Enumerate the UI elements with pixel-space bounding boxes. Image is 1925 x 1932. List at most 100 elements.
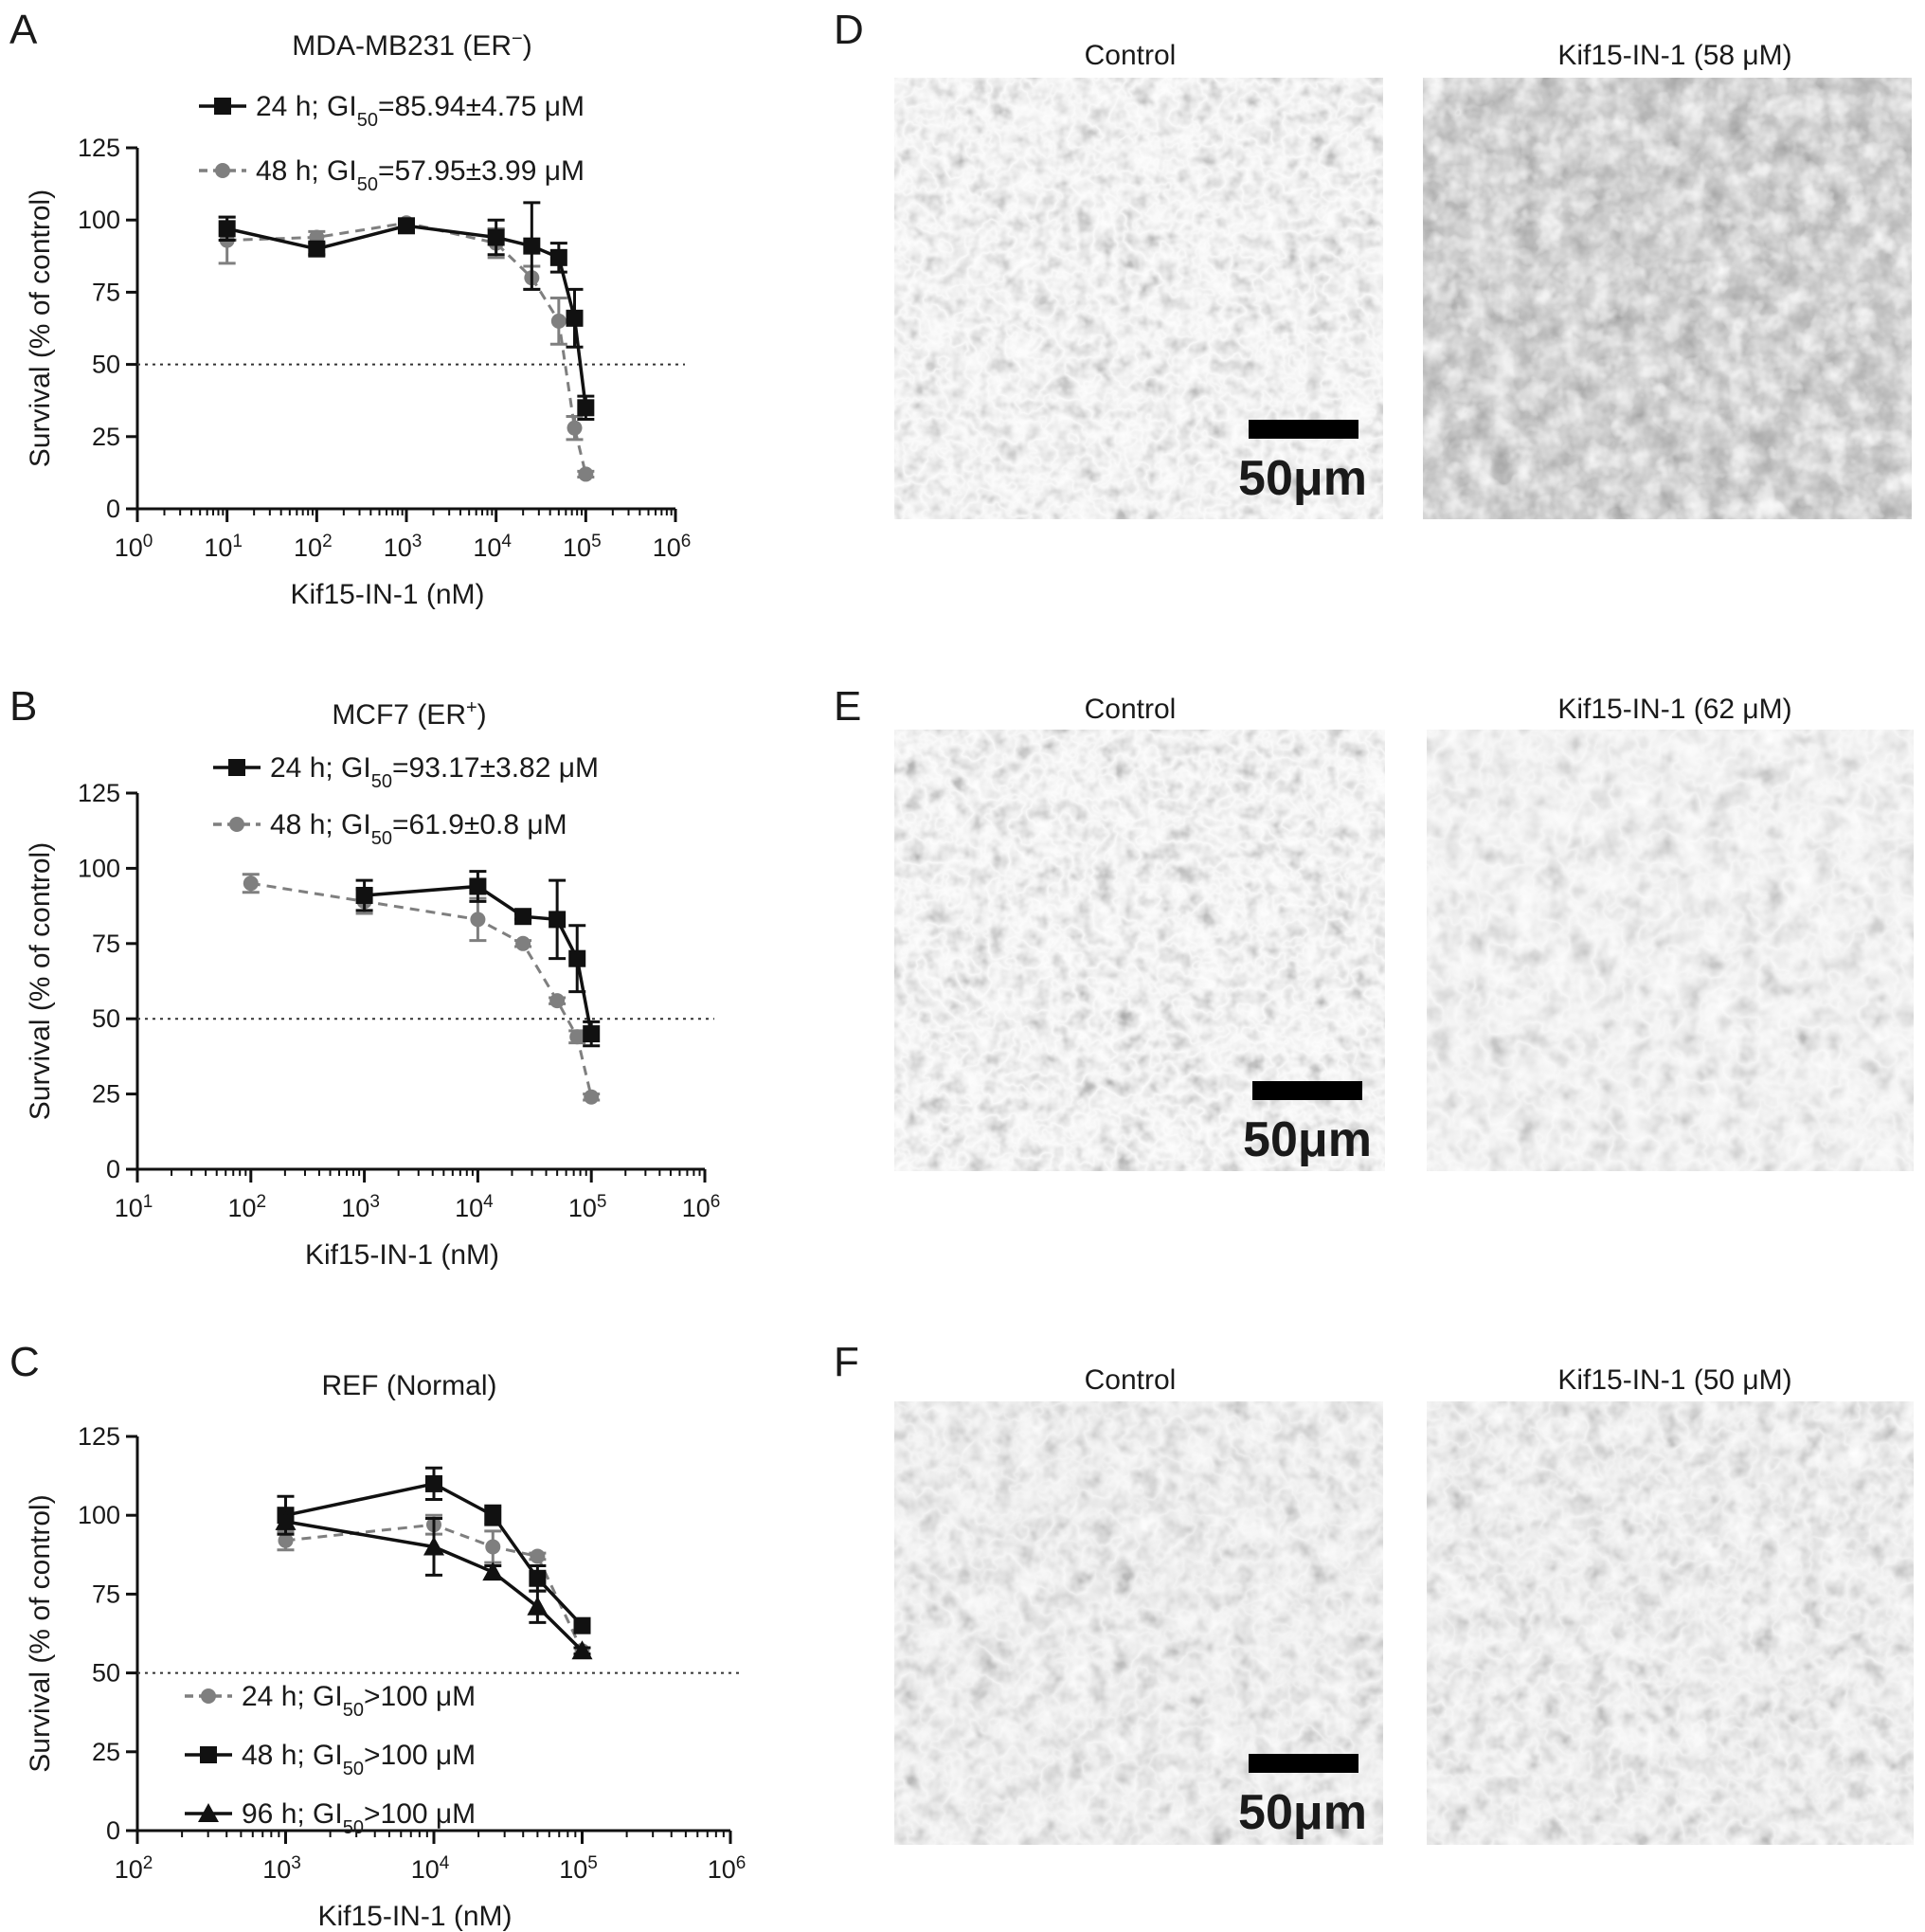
data-point-triangle — [482, 1562, 504, 1581]
series-2 — [275, 1508, 593, 1660]
x-tick-base: 10 — [115, 1855, 143, 1884]
chart-title-end: ) — [523, 30, 532, 62]
data-point-circle — [578, 466, 594, 482]
scale-bar-label: 50μm — [1243, 1112, 1372, 1167]
y-tick-label: 125 — [78, 779, 120, 807]
data-point-circle — [201, 1688, 216, 1704]
legend-label-value: =57.95±3.99 μM — [378, 155, 585, 187]
panel-label-d: D — [834, 7, 864, 53]
x-tick-exponent: 6 — [681, 532, 692, 551]
data-point-circle — [550, 313, 567, 329]
control-micrograph — [894, 730, 1385, 1171]
data-point-square — [566, 309, 584, 327]
y-tick-label: 75 — [92, 278, 120, 306]
series-line — [250, 881, 593, 1098]
data-point-circle — [549, 993, 566, 1009]
control-micrograph — [894, 78, 1383, 519]
legend-label-subscript: 50 — [343, 1700, 364, 1721]
x-tick-base: 10 — [563, 533, 591, 562]
x-tick-exponent: 5 — [597, 1192, 607, 1212]
legend-label-subscript: 50 — [343, 1817, 364, 1838]
y-tick-label: 100 — [78, 854, 120, 882]
data-point-square — [425, 1474, 442, 1492]
data-point-triangle — [423, 1536, 444, 1556]
data-point-triangle — [527, 1596, 549, 1616]
control-image-title: Control — [1085, 40, 1177, 71]
y-tick-label: 75 — [92, 930, 120, 958]
data-point-square — [228, 759, 245, 776]
legend-label: 24 h; GI50>100 μM — [242, 1681, 476, 1721]
x-tick-base: 10 — [227, 1194, 256, 1222]
legend-label: 48 h; GI50=57.95±3.99 μM — [256, 155, 585, 195]
x-tick-exponent: 4 — [440, 1853, 450, 1873]
x-tick-base: 10 — [411, 1855, 440, 1884]
x-axis-label: Kif15-IN-1 (nM) — [305, 1239, 499, 1271]
y-tick-label: 0 — [106, 495, 120, 523]
treated-micrograph — [1423, 78, 1912, 519]
y-tick-label: 100 — [78, 206, 120, 234]
x-tick-label: 101 — [115, 1192, 153, 1223]
data-point-square — [469, 877, 487, 895]
data-point-square — [583, 1025, 601, 1043]
y-tick-label: 25 — [92, 1080, 120, 1109]
y-tick-label: 100 — [78, 1501, 120, 1529]
chart-title-end: ) — [477, 699, 487, 731]
x-tick-exponent: 6 — [736, 1853, 747, 1873]
x-tick-label: 100 — [115, 532, 153, 563]
legend-label-text: 48 h; GI — [270, 809, 371, 840]
chart-title: MCF7 (ER+) — [332, 697, 486, 731]
legend-label-value: =61.9±0.8 μM — [392, 809, 567, 840]
x-tick-label: 103 — [262, 1853, 301, 1885]
micrograph-panel-e: Control Kif15-IN-1 (62 μM) 50μm — [894, 694, 1914, 1171]
x-tick-label: 104 — [411, 1853, 450, 1885]
series-line — [364, 884, 593, 1035]
data-point-square — [549, 911, 567, 929]
y-tick-label: 25 — [92, 1738, 120, 1766]
series-1 — [242, 873, 601, 1105]
chart-title: MDA-MB231 (ER−) — [292, 28, 531, 62]
scale-bar-label: 50μm — [1238, 451, 1367, 506]
y-tick-label: 75 — [92, 1580, 120, 1608]
legend-label-subscript: 50 — [371, 771, 392, 792]
chart-title-text: MCF7 (ER — [332, 699, 466, 731]
data-point-circle — [515, 935, 531, 951]
data-point-triangle — [275, 1510, 297, 1530]
panel-label-c: C — [9, 1339, 40, 1385]
y-tick-label: 50 — [92, 1659, 120, 1688]
x-tick-base: 10 — [473, 533, 501, 562]
data-point-square — [355, 886, 373, 904]
x-axis-label: Kif15-IN-1 (nM) — [317, 1901, 512, 1932]
data-point-square — [568, 949, 586, 967]
x-tick-label: 101 — [204, 532, 243, 563]
scale-bar — [1249, 420, 1358, 439]
x-tick-exponent: 5 — [591, 532, 602, 551]
data-point-square — [514, 908, 532, 926]
x-tick-exponent: 2 — [257, 1192, 267, 1212]
x-tick-label: 106 — [682, 1192, 721, 1223]
x-tick-label: 104 — [473, 532, 512, 563]
x-tick-exponent: 0 — [143, 532, 153, 551]
data-point-square — [487, 228, 505, 246]
data-point-circle — [485, 1539, 501, 1555]
treated-image-title: Kif15-IN-1 (50 μM) — [1557, 1364, 1791, 1396]
data-point-circle — [569, 1029, 585, 1045]
x-tick-exponent: 2 — [322, 532, 333, 551]
scale-bar-label: 50μm — [1238, 1785, 1367, 1840]
legend-label-subscript: 50 — [343, 1759, 364, 1779]
treated-micrograph — [1427, 1401, 1914, 1845]
x-tick-base: 10 — [294, 533, 322, 562]
y-tick-label: 125 — [78, 134, 120, 162]
legend-label-value: >100 μM — [364, 1798, 476, 1830]
legend-label-text: 24 h; GI — [256, 91, 357, 122]
x-tick-label: 106 — [653, 532, 692, 563]
data-point-square — [484, 1507, 502, 1525]
legend-label-text: 24 h; GI — [270, 752, 371, 784]
x-tick-label: 105 — [563, 532, 602, 563]
panel-label-e: E — [834, 683, 861, 730]
legend-label-subscript: 50 — [357, 174, 378, 195]
data-point-square — [523, 237, 541, 255]
x-tick-exponent: 4 — [483, 1192, 494, 1212]
